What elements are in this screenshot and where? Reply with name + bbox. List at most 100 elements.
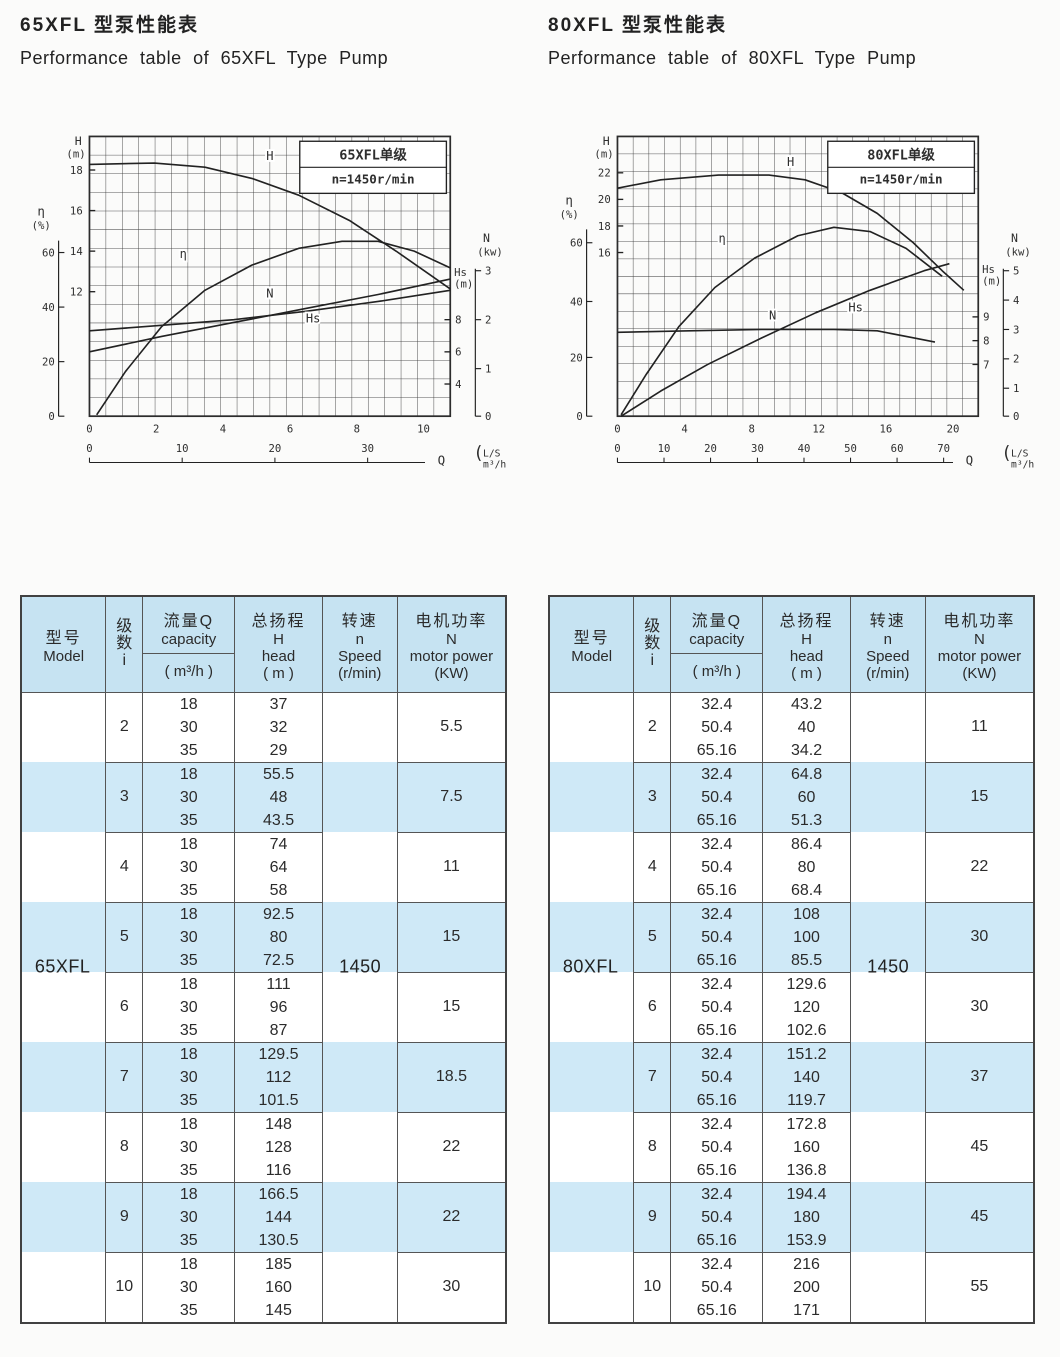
svg-text:40: 40 (570, 295, 583, 308)
svg-text:40: 40 (42, 301, 55, 314)
table-body: 2 18 30 35 37 32 29 5.5 3 18 30 35 55.5 48 43.5 7.5 4 18 3… (20, 691, 507, 1324)
svg-text:6: 6 (287, 423, 293, 436)
speed-cell (849, 1112, 926, 1183)
speed-cell (321, 902, 398, 973)
stage-group-row: 9 18 30 35 166.5 144 130.5 22 (20, 1181, 507, 1253)
head-cell: 74 64 58 (234, 831, 323, 903)
section-title-zh: 80XFL 型泵性能表 (548, 15, 727, 36)
svg-text:10: 10 (417, 423, 430, 436)
svg-text:0: 0 (1013, 410, 1019, 423)
svg-text:m³/h: m³/h (483, 459, 506, 470)
svg-text:18: 18 (70, 164, 83, 177)
speed-cell (321, 1112, 398, 1183)
head-cell: 129.5 112 101.5 (234, 1041, 323, 1113)
speed-cell (849, 1182, 926, 1253)
stage-group-row: 10 18 30 35 185 160 145 30 (20, 1251, 507, 1324)
svg-text:8: 8 (748, 423, 754, 436)
svg-text:N: N (769, 309, 776, 323)
speed-cell (321, 1042, 398, 1113)
stage-cell: 10 (105, 1251, 144, 1324)
svg-text:12: 12 (812, 423, 825, 436)
speed-cell (849, 1042, 926, 1113)
svg-text:4: 4 (681, 423, 687, 436)
svg-text:Q: Q (438, 452, 446, 467)
svg-text:2: 2 (1013, 353, 1019, 366)
model-cell (548, 972, 635, 1043)
stage-cell: 6 (633, 971, 672, 1043)
power-cell: 45 (924, 1181, 1035, 1253)
svg-text:): ) (510, 444, 512, 464)
svg-text:20: 20 (704, 442, 717, 455)
stage-group-row: 10 32.4 50.4 65.16 216 200 171 55 (548, 1251, 1035, 1324)
header-capacity: 流量Q capacity ( m³/h ) (670, 595, 764, 693)
stage-cell: 7 (105, 1041, 144, 1113)
head-cell: 194.4 180 153.9 (762, 1181, 851, 1253)
head-cell: 172.8 160 136.8 (762, 1111, 851, 1183)
capacity-cell: 18 30 35 (142, 1251, 236, 1324)
svg-text:(%): (%) (560, 208, 579, 221)
svg-text:η: η (37, 204, 45, 219)
svg-text:): ) (1038, 444, 1040, 464)
capacity-cell: 18 30 35 (142, 831, 236, 903)
svg-text:8: 8 (983, 335, 989, 348)
stage-group-row: 3 32.4 50.4 65.16 64.8 60 51.3 15 (548, 761, 1035, 833)
model-cell (548, 762, 635, 833)
model-cell (548, 1112, 635, 1183)
model-cell (20, 692, 107, 763)
stage-cell: 4 (105, 831, 144, 903)
stage-cell: 9 (105, 1181, 144, 1253)
power-cell: 55 (924, 1251, 1035, 1324)
section-65xfl: 65XFL 型泵性能表 Performance table of 65XFL T… (20, 10, 512, 1324)
svg-text:(: ( (1001, 444, 1011, 464)
capacity-cell: 32.4 50.4 65.16 (670, 1041, 764, 1113)
stage-cell: 2 (105, 691, 144, 763)
model-cell (20, 1112, 107, 1183)
svg-text:16: 16 (70, 204, 83, 217)
capacity-cell: 32.4 50.4 65.16 (670, 831, 764, 903)
stage-group-row: 2 32.4 50.4 65.16 43.2 40 34.2 11 (548, 691, 1035, 763)
chart-svg: HηNHs80XFL单级n=1450r/minH(m)22201816η(%)6… (560, 134, 1040, 470)
svg-text:4: 4 (1013, 294, 1019, 307)
svg-text:8: 8 (354, 423, 360, 436)
model-cell (548, 692, 635, 763)
capacity-cell: 18 30 35 (142, 1111, 236, 1183)
svg-text:14: 14 (70, 245, 83, 258)
head-cell: 216 200 171 (762, 1251, 851, 1324)
header-capacity: 流量Q capacity ( m³/h ) (142, 595, 236, 693)
speed-cell (849, 692, 926, 763)
speed-cell (849, 972, 926, 1043)
svg-text:10: 10 (658, 442, 671, 455)
svg-text:0: 0 (485, 410, 491, 423)
svg-text:16: 16 (880, 423, 893, 436)
svg-text:2: 2 (485, 314, 491, 327)
capacity-cell: 32.4 50.4 65.16 (670, 1181, 764, 1253)
svg-text:H: H (75, 134, 82, 148)
svg-text:η: η (180, 247, 187, 261)
stage-group-row: 7 32.4 50.4 65.16 151.2 140 119.7 37 (548, 1041, 1035, 1113)
svg-text:4: 4 (220, 423, 226, 436)
svg-text:L/S: L/S (1011, 449, 1029, 460)
head-cell: 151.2 140 119.7 (762, 1041, 851, 1113)
speed-cell (321, 832, 398, 903)
model-cell (548, 902, 635, 973)
capacity-cell: 32.4 50.4 65.16 (670, 1111, 764, 1183)
svg-text:Q: Q (966, 452, 974, 467)
power-cell: 45 (924, 1111, 1035, 1183)
svg-text:Hs: Hs (982, 263, 995, 276)
power-cell: 22 (924, 831, 1035, 903)
stage-group-row: 7 18 30 35 129.5 112 101.5 18.5 (20, 1041, 507, 1113)
model-cell (20, 832, 107, 903)
section-title-zh: 65XFL 型泵性能表 (20, 15, 199, 36)
stage-group-row: 8 18 30 35 148 128 116 22 (20, 1111, 507, 1183)
stage-group-row: 3 18 30 35 55.5 48 43.5 7.5 (20, 761, 507, 833)
header-power: 电机功率 N motor power (KW) (396, 595, 507, 693)
speed-cell (849, 1252, 926, 1323)
capacity-cell: 18 30 35 (142, 761, 236, 833)
power-cell: 15 (396, 901, 507, 973)
stage-cell: 4 (633, 831, 672, 903)
svg-text:7: 7 (983, 358, 989, 371)
stage-cell: 8 (105, 1111, 144, 1183)
svg-text:1: 1 (1013, 382, 1019, 395)
svg-text:Hs: Hs (848, 300, 863, 314)
